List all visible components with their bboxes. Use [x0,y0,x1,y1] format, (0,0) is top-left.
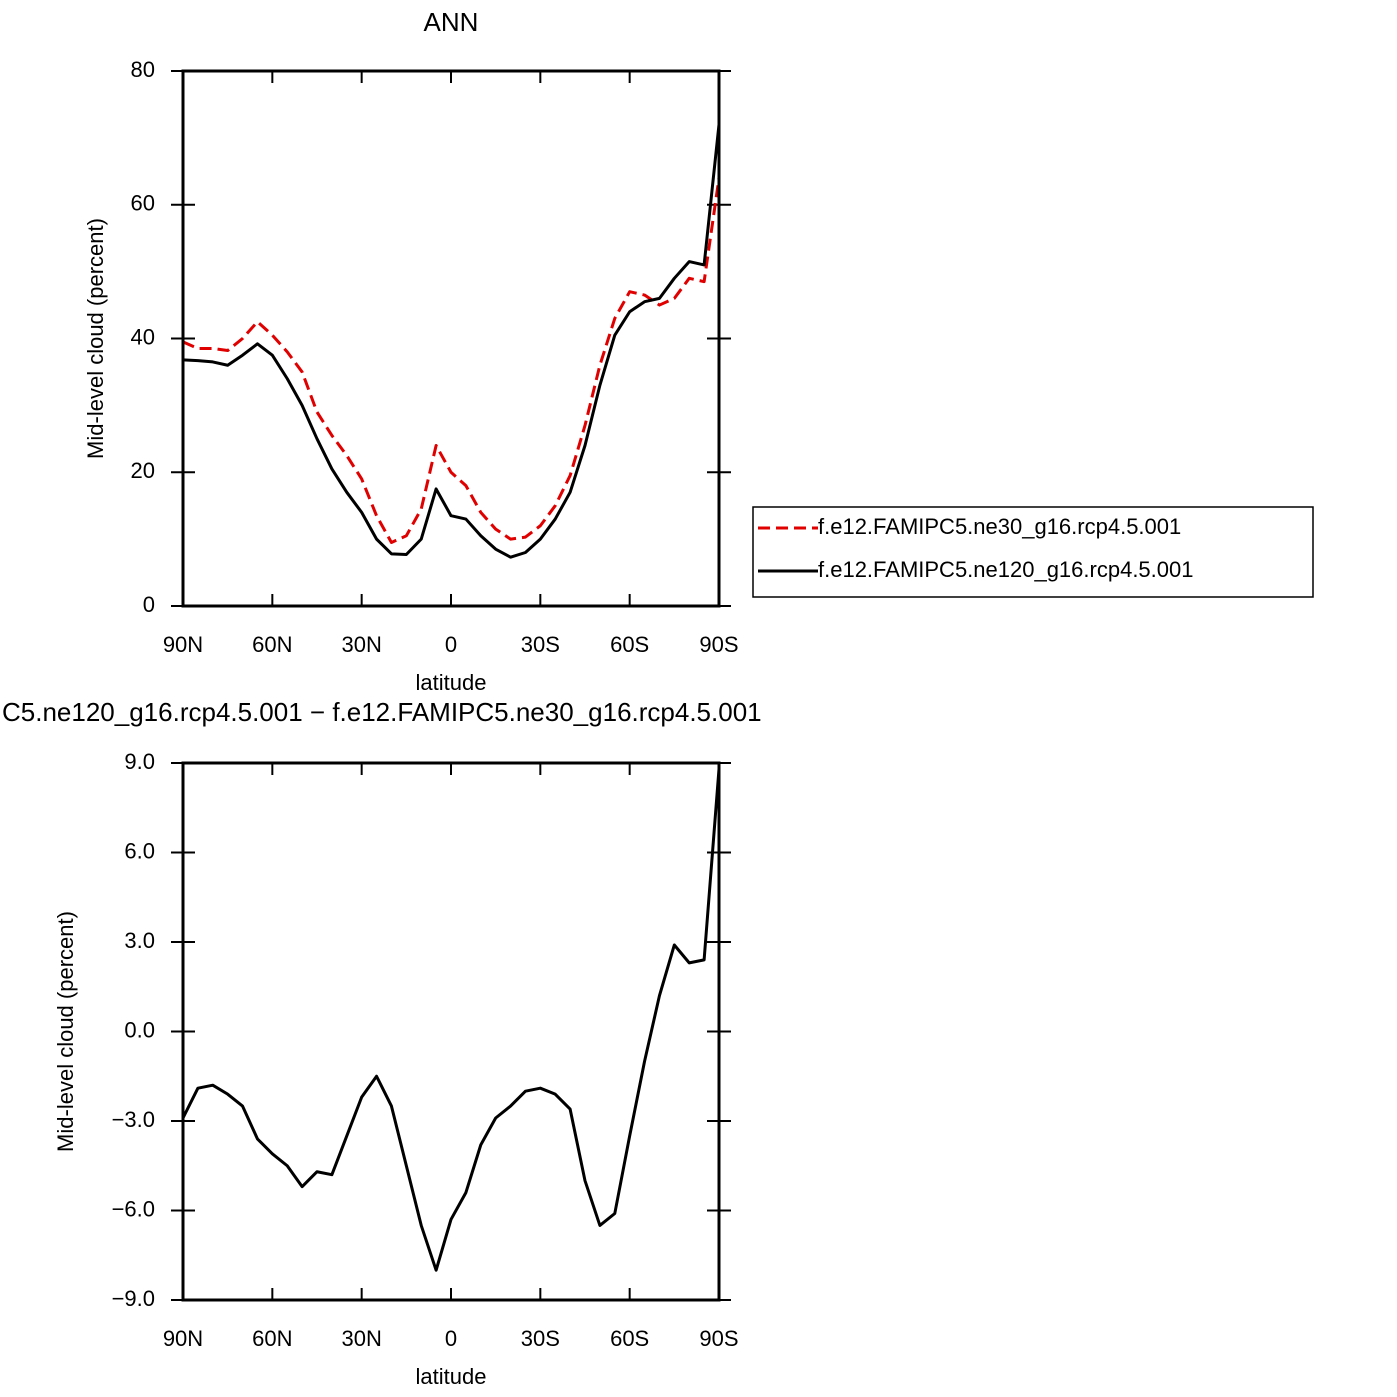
y-tick-label: 80 [131,57,155,82]
x-tick-label: 60N [252,632,292,657]
x-tick-label: 0 [445,632,457,657]
x-tick-label: 0 [445,1326,457,1351]
legend-box [752,506,1314,598]
x-tick-label: 60S [610,1326,649,1351]
x-tick-label: 90N [163,1326,203,1351]
x-tick-label: 30S [521,1326,560,1351]
data-line [182,124,721,559]
x-tick-label: 30S [521,632,560,657]
x-tick-label: 90S [699,632,738,657]
x-axis-label: latitude [416,670,487,695]
data-line [181,768,721,1272]
y-tick-label: 0.0 [124,1017,155,1042]
data-line [182,177,721,544]
y-tick-label: −6.0 [112,1196,155,1221]
x-tick-label: 30N [341,632,381,657]
y-tick-label: −3.0 [112,1107,155,1132]
x-tick-label: 30N [341,1326,381,1351]
x-tick-label: 90N [163,632,203,657]
y-tick-label: 0 [143,592,155,617]
y-axis-label: Mid-level cloud (percent) [53,911,78,1152]
y-tick-label: −9.0 [112,1286,155,1311]
y-tick-label: 6.0 [124,838,155,863]
plot-frame [181,69,721,608]
legend-label: f.e12.FAMIPC5.ne120_g16.rcp4.5.001 [818,557,1193,582]
y-tick-label: 40 [131,324,155,349]
chart-title: C5.ne120_g16.rcp4.5.001 − f.e12.FAMIPC5.… [2,697,762,727]
x-tick-label: 60N [252,1326,292,1351]
x-tick-label: 90S [699,1326,738,1351]
plot-frame [181,761,721,1302]
chart-title: ANN [424,7,479,37]
x-axis-label: latitude [416,1364,487,1389]
y-tick-label: 3.0 [124,928,155,953]
x-tick-label: 60S [610,632,649,657]
y-tick-label: 20 [131,458,155,483]
y-axis-label: Mid-level cloud (percent) [83,218,108,459]
y-tick-label: 60 [131,191,155,216]
legend-label: f.e12.FAMIPC5.ne30_g16.rcp4.5.001 [818,514,1181,539]
y-tick-label: 9.0 [124,749,155,774]
